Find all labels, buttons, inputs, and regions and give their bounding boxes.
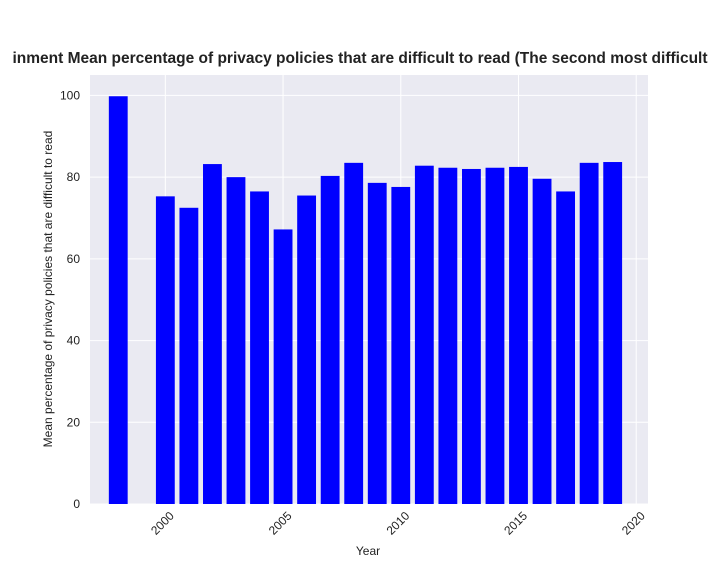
bar-2012 [438, 167, 458, 504]
bar-2004 [250, 191, 269, 504]
x-tick-label: 2015 [501, 509, 530, 538]
y-tick-label: 80 [67, 170, 81, 184]
bar-2018 [579, 162, 599, 505]
y-tick-label: 100 [60, 88, 80, 102]
bar-2013 [462, 168, 481, 504]
bar-2009 [367, 182, 387, 504]
bar-2007 [320, 175, 340, 504]
bar-2002 [203, 164, 222, 504]
bar-2008 [344, 162, 364, 505]
bar-2019 [603, 162, 623, 505]
bars [108, 96, 623, 505]
x-tick-label: 2010 [384, 509, 413, 538]
x-tick-label: 2005 [266, 509, 295, 538]
bar-2015 [509, 166, 528, 504]
bar-2005 [273, 229, 293, 504]
bar-2016 [532, 178, 552, 504]
bar-2017 [556, 191, 576, 504]
y-axis-ticks: 0 20 40 60 80 100 [60, 88, 80, 511]
x-tick-label: 2020 [619, 509, 648, 538]
x-tick-label: 2000 [148, 509, 177, 538]
bar-1998 [108, 96, 128, 504]
chart-title: inment Mean percentage of privacy polici… [12, 50, 707, 67]
y-tick-label: 40 [67, 334, 81, 348]
bar-2011 [414, 165, 434, 504]
bar-2010 [391, 186, 411, 504]
y-tick-label: 60 [67, 252, 81, 266]
x-axis-ticks: 2000 2005 2010 2015 2020 [148, 509, 648, 538]
y-tick-label: 20 [67, 415, 81, 429]
y-tick-label: 0 [73, 497, 80, 511]
y-axis-label: Mean percentage of privacy policies that… [41, 131, 55, 448]
x-axis-label: Year [356, 544, 380, 558]
bar-2001 [179, 207, 199, 505]
bar-2003 [226, 177, 246, 504]
bar-2006 [297, 195, 317, 504]
bar-2000 [155, 196, 175, 505]
bar-2014 [485, 167, 505, 504]
